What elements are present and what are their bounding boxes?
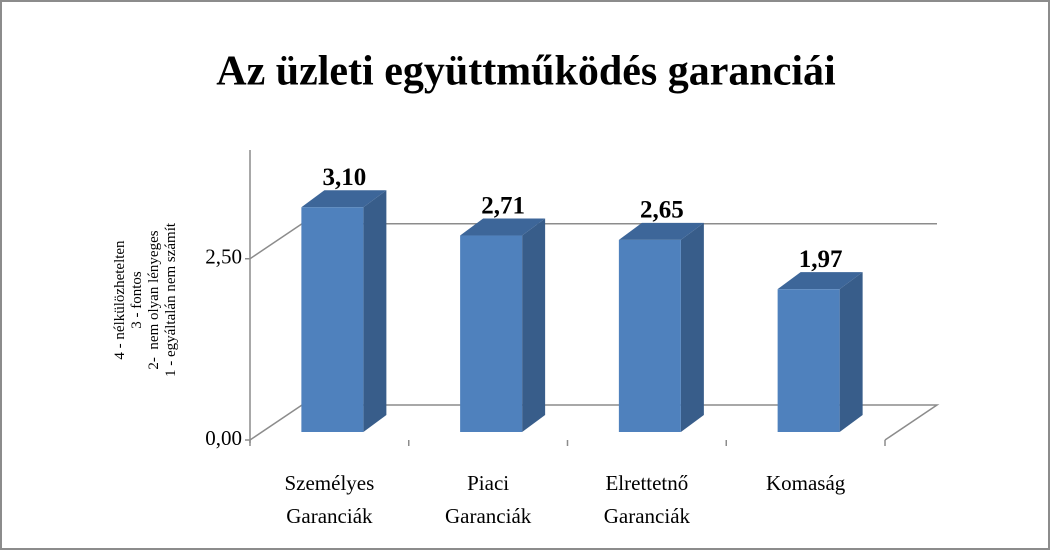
x-tick-label-line: Garanciák [286,504,373,528]
bar-top [301,190,387,208]
x-tick-label: Piaci Garanciák [445,471,532,528]
x-tick-label-line: Garanciák [445,504,532,528]
y-axis-label-line: 2- nem olyan lényeges [146,230,162,369]
bar-top [460,218,546,236]
data-label: 3,10 [323,164,367,191]
y-tick-label: 2,50 [205,245,242,269]
bar-top [618,222,704,240]
x-tick-label-line: Garanciák [604,504,691,528]
x-tick-label: Elrettetnő Garanciák [604,471,691,528]
bar-side [680,222,704,432]
data-label: 1,97 [799,246,843,273]
bar [777,272,863,432]
y-axis-label: 4 - nélkülözhetelten3 - fontos2- nem oly… [112,222,179,377]
bar-side [522,218,546,432]
x-tick-label: Személyes Garanciák [284,471,374,528]
y-axis-label-line: 3 - fontos [129,271,145,329]
bar [618,222,704,432]
x-tick-label-line: Személyes [284,471,374,495]
x-tick-label-line: Elrettetnő [605,471,688,495]
x-tick-label-line: Piaci [467,471,509,495]
chart-title: Az üzleti együttműködés garanciái [216,49,836,95]
bar-top [777,272,863,290]
data-label: 2,71 [481,192,525,219]
y-tick-label: 0,00 [205,426,242,450]
bar-front [460,235,523,432]
data-label: 2,65 [640,197,684,224]
y-axis-label-line: 1 - egyáltalán nem számít [163,222,179,377]
bar [301,190,387,432]
x-tick-label: Komaság [766,471,846,495]
bar [460,218,546,432]
y-axis-label-line: 4 - nélkülözhetelten [112,240,128,360]
bar-front [301,207,364,432]
bar-side [363,190,387,432]
bar-front [777,289,840,432]
bar-front [618,239,681,432]
bar-side [839,272,863,432]
